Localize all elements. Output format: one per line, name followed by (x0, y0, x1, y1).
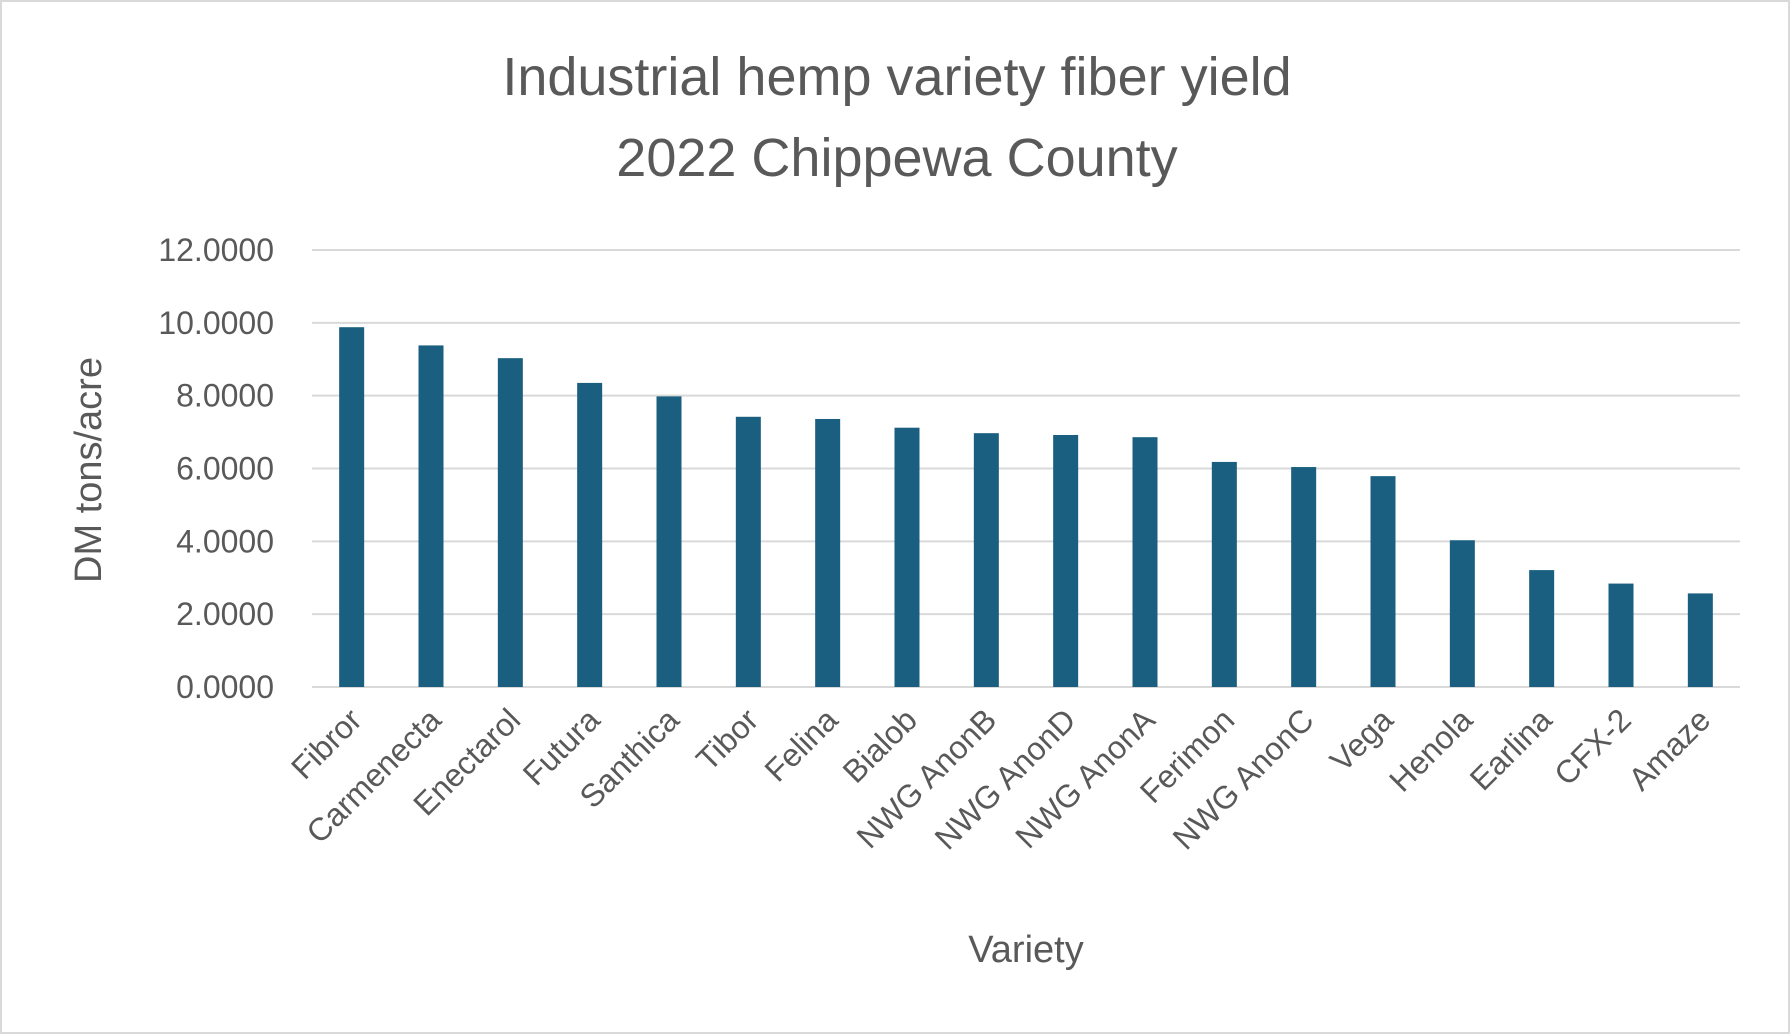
x-tick-label: Earlina (1463, 701, 1559, 797)
bar (1529, 570, 1555, 687)
x-tick-label: CFX-2 (1547, 701, 1638, 792)
bar (735, 416, 761, 687)
bar (418, 345, 444, 687)
y-tick-label: 6.0000 (176, 451, 274, 487)
bars (339, 327, 1713, 687)
x-axis-title: Variety (968, 929, 1083, 971)
y-tick-label: 0.0000 (176, 669, 274, 705)
y-tick-label: 10.0000 (158, 305, 274, 341)
bar (1687, 593, 1713, 687)
bar (1132, 437, 1158, 687)
chart-title-line-1: Industrial hemp variety fiber yield (502, 47, 1291, 107)
bar (497, 358, 523, 687)
bar (1291, 467, 1317, 687)
gridlines (312, 249, 1740, 688)
y-axis-ticks: 0.0000 2.0000 4.0000 6.0000 8.0000 10.0000 12.… (158, 232, 274, 705)
bar (1211, 461, 1237, 687)
x-tick-label: Tibor (689, 701, 765, 777)
bar (894, 427, 920, 687)
chart-title-line-2: 2022 Chippewa County (616, 128, 1177, 188)
bar (973, 433, 999, 687)
y-axis-title: DM tons/acre (68, 357, 110, 583)
bar (1449, 540, 1475, 687)
y-tick-label: 2.0000 (176, 596, 274, 632)
bar (1053, 434, 1079, 687)
y-tick-label: 8.0000 (176, 378, 274, 414)
bar (815, 418, 841, 687)
x-tick-label: Amaze (1621, 701, 1717, 797)
bar (577, 382, 603, 687)
y-tick-label: 12.0000 (158, 232, 274, 268)
y-tick-label: 4.0000 (176, 523, 274, 559)
x-tick-label: Felina (758, 701, 845, 788)
bar (339, 327, 365, 687)
bar (1608, 583, 1634, 687)
x-tick-label: Henola (1382, 701, 1479, 798)
bar (1370, 476, 1396, 687)
bar (656, 396, 682, 687)
